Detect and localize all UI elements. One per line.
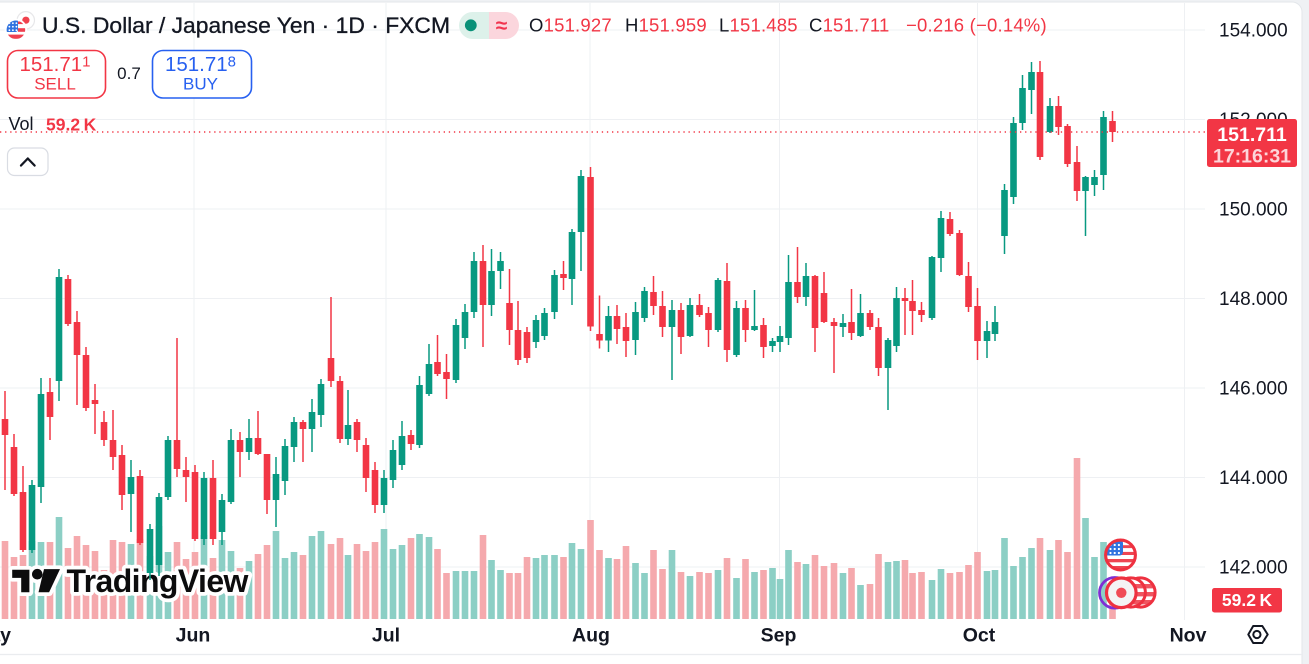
svg-text:Aug: Aug [572, 625, 610, 647]
svg-text:142.000: 142.000 [1219, 558, 1288, 579]
svg-text:151.711: 151.711 [19, 53, 90, 76]
svg-text:SELL: SELL [34, 75, 76, 94]
svg-text:May: May [0, 625, 11, 647]
svg-text:BUY: BUY [183, 75, 218, 94]
svg-text:59.2 K: 59.2 K [1222, 590, 1273, 610]
svg-text:151.711: 151.711 [1217, 124, 1287, 146]
svg-text:17:16:31: 17:16:31 [1213, 146, 1291, 168]
svg-text:U.S. Dollar / Japanese Yen · 1: U.S. Dollar / Japanese Yen · 1D · FXCM [42, 13, 450, 38]
svg-text:151.718: 151.718 [165, 53, 236, 76]
svg-text:0.7: 0.7 [117, 64, 141, 83]
svg-text:C151.711: C151.711 [809, 15, 889, 36]
svg-text:148.000: 148.000 [1219, 289, 1288, 310]
svg-text:154.000: 154.000 [1219, 21, 1288, 42]
svg-text:O151.927: O151.927 [529, 15, 612, 36]
svg-text:144.000: 144.000 [1219, 468, 1288, 489]
svg-text:L151.485: L151.485 [719, 15, 798, 36]
svg-text:Vol: Vol [9, 114, 34, 134]
svg-text:Oct: Oct [963, 625, 996, 647]
svg-text:150.000: 150.000 [1219, 200, 1288, 221]
svg-text:Jul: Jul [372, 625, 400, 647]
svg-text:≈: ≈ [496, 15, 508, 38]
svg-text:Nov: Nov [1170, 625, 1207, 647]
svg-text:TradingView: TradingView [67, 563, 249, 599]
svg-text:Sep: Sep [761, 625, 797, 647]
svg-text:−0.216 (−0.14%): −0.216 (−0.14%) [906, 15, 1047, 36]
svg-text:H151.959: H151.959 [625, 15, 707, 36]
svg-text:Jun: Jun [176, 625, 211, 647]
svg-text:TradingView: TradingView [67, 563, 249, 599]
svg-text:146.000: 146.000 [1219, 379, 1288, 400]
svg-text:59.2 K: 59.2 K [46, 115, 97, 135]
